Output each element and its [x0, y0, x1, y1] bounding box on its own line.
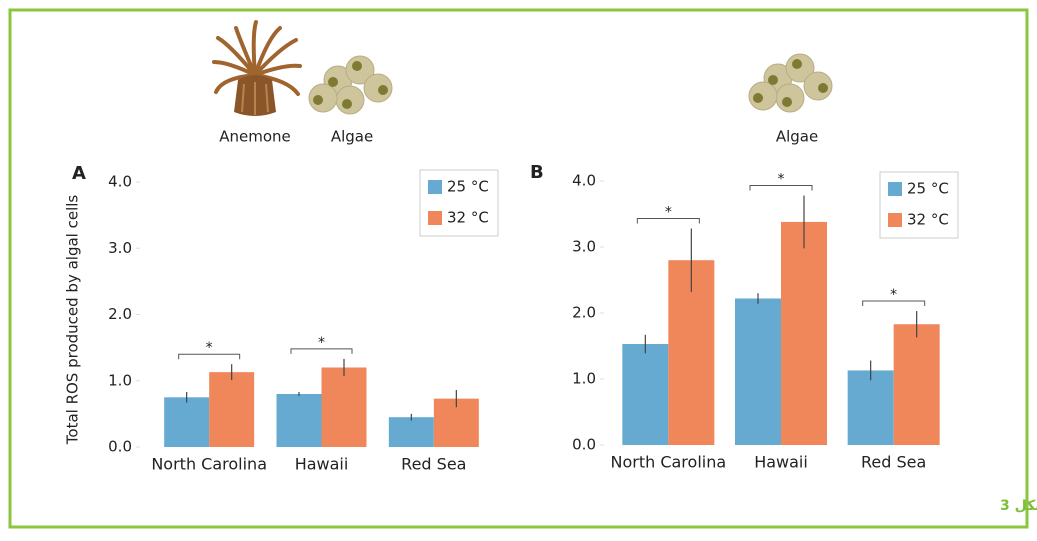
bar — [164, 397, 209, 447]
y-tick-label: 4.0 — [108, 173, 132, 191]
bar — [781, 222, 827, 445]
legend-label: 32 °C — [907, 211, 949, 229]
x-tick-label: North Carolina — [610, 453, 726, 472]
legend-swatch — [428, 180, 442, 194]
y-tick-label: 2.0 — [572, 304, 596, 322]
significance-label: * — [206, 340, 213, 356]
bar — [848, 370, 894, 445]
bar — [735, 298, 781, 445]
figure: Anemone Algae Algae شکل 3 A Total ROS pro… — [0, 0, 1037, 537]
y-tick-label: 0.0 — [108, 438, 132, 456]
y-tick-label: 3.0 — [572, 238, 596, 256]
x-tick-label: Red Sea — [861, 453, 926, 472]
y-axis-label: Total ROS produced by algal cells — [64, 195, 82, 446]
caption: شکل 3 — [1000, 498, 1037, 514]
bar — [894, 324, 940, 445]
bar — [277, 394, 322, 447]
y-tick-label: 3.0 — [108, 239, 132, 257]
illustration-label: Anemone — [219, 128, 291, 146]
bar — [322, 368, 367, 448]
legend-swatch — [888, 213, 902, 227]
x-tick-label: Hawaii — [295, 455, 349, 474]
panel-label: A — [72, 163, 86, 184]
significance-label: * — [778, 172, 785, 188]
illustration-label: Algae — [331, 128, 373, 146]
significance-label: * — [890, 287, 897, 303]
legend-swatch — [888, 182, 902, 196]
significance-label: * — [318, 335, 325, 351]
legend-label: 25 °C — [447, 178, 489, 196]
x-tick-label: North Carolina — [151, 455, 267, 474]
y-tick-label: 0.0 — [572, 436, 596, 454]
legend-label: 32 °C — [447, 209, 489, 227]
y-tick-label: 2.0 — [108, 305, 132, 323]
bar — [389, 417, 434, 447]
bar — [209, 372, 254, 447]
x-tick-label: Red Sea — [401, 455, 466, 474]
bar — [622, 344, 668, 445]
y-tick-label: 1.0 — [108, 371, 132, 389]
panel-label: B — [530, 162, 544, 183]
x-tick-label: Hawaii — [754, 453, 808, 472]
y-tick-label: 4.0 — [572, 172, 596, 190]
legend-label: 25 °C — [907, 180, 949, 198]
legend-swatch — [428, 211, 442, 225]
frame — [10, 10, 1027, 527]
illustration-label: Algae — [776, 128, 818, 146]
significance-label: * — [665, 205, 672, 221]
y-tick-label: 1.0 — [572, 370, 596, 388]
